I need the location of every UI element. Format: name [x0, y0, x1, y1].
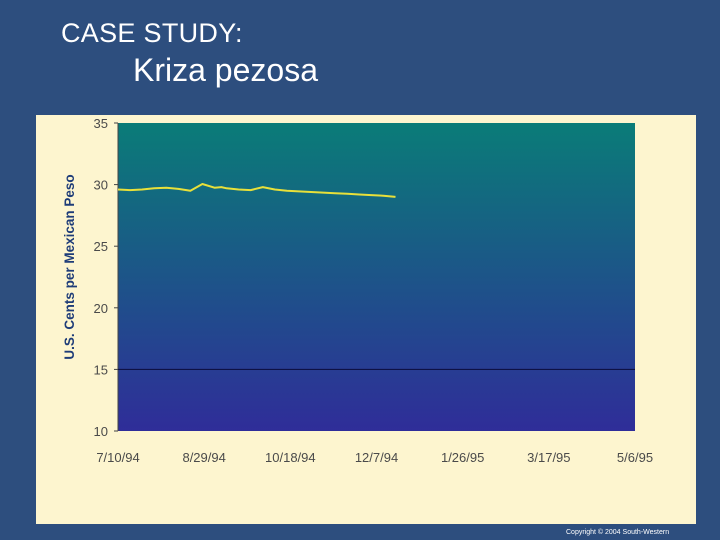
x-tick-label: 3/17/95: [527, 450, 570, 465]
series-line-exchange-rate: [117, 183, 396, 198]
x-tick-label: 5/6/95: [617, 450, 653, 465]
x-tick-label: 12/7/94: [355, 450, 398, 465]
x-axis-ticks: 7/10/94 8/29/94 10/18/94 12/7/94 1/26/95 3/17…: [96, 450, 653, 465]
x-tick-label: 8/29/94: [182, 450, 225, 465]
plot-area: [118, 123, 635, 431]
y-axis-ticks: 10 15 20 25 30 35: [94, 116, 118, 439]
y-tick-label: 20: [94, 301, 108, 316]
y-tick-label: 25: [94, 239, 108, 254]
y-axis-label: U.S. Cents per Mexican Peso: [62, 174, 77, 359]
copyright-text: Copyright © 2004 South-Western: [566, 529, 670, 536]
slide-title-line2: Kriza pezosa: [133, 52, 318, 88]
y-tick-label: 35: [94, 116, 108, 131]
slide-title-line1: CASE STUDY:: [61, 18, 243, 48]
y-tick-label: 15: [94, 362, 108, 377]
y-tick-label: 10: [94, 424, 108, 439]
y-tick-label: 30: [94, 178, 108, 193]
chart-panel: 10 15 20 25 30 35 7/10/94 8/29/94 10/18/94 12/7/…: [36, 115, 696, 524]
x-tick-label: 7/10/94: [96, 450, 139, 465]
x-tick-label: 10/18/94: [265, 450, 316, 465]
exchange-rate-chart: 10 15 20 25 30 35 7/10/94 8/29/94 10/18/94 12/7/…: [62, 116, 653, 465]
x-tick-label: 1/26/95: [441, 450, 484, 465]
